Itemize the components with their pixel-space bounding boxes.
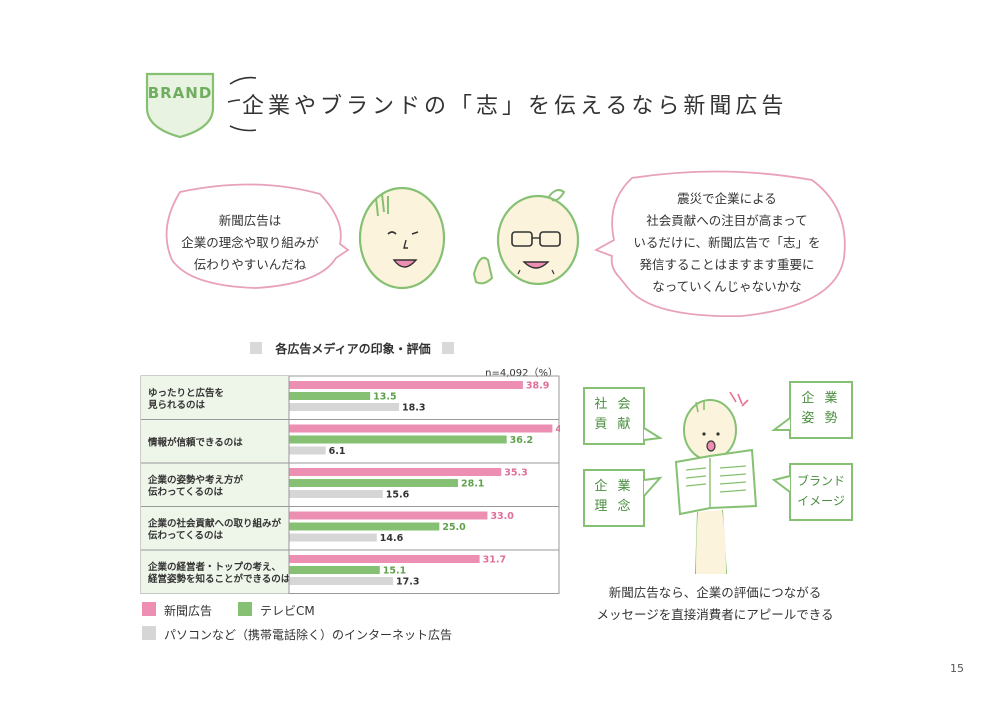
- bar-value-label: 35.3: [504, 468, 527, 479]
- shield-icon: [145, 72, 215, 139]
- keyword-line: 姿 勢: [801, 411, 841, 426]
- bar-value-label: 15.6: [386, 490, 410, 501]
- bar-value-label: 14.6: [380, 533, 404, 544]
- category-label: 企業の姿勢や考え方が: [147, 474, 244, 486]
- category-label: 見られるのは: [147, 400, 206, 411]
- bar-tv: [289, 435, 507, 444]
- bar-internet: [289, 446, 326, 455]
- brand-badge: BRAND: [143, 70, 217, 144]
- bar-value-label: 13.5: [373, 392, 396, 403]
- keyword-line: 貢 献: [594, 417, 634, 432]
- bar-newspaper: [289, 381, 523, 389]
- bubble-line: 社会貢献への注目が高まって: [646, 213, 808, 228]
- keyword-box-brand-icon: [771, 463, 853, 521]
- legend-label-newspaper: 新聞広告: [164, 604, 213, 618]
- bar-value-label: 17.3: [396, 577, 419, 588]
- legend-label-tv: テレビCM: [260, 604, 315, 618]
- keyword-line: イメージ: [797, 494, 845, 508]
- bar-newspaper: [289, 424, 553, 433]
- category-label: 企業の社会貢献への取り組みが: [147, 517, 282, 529]
- keyword-philosophy: 企 業 理 念: [584, 477, 644, 517]
- bubble-line: 伝わりやすいんだね: [193, 257, 307, 272]
- legend-label-internet: パソコンなど（携帯電話除く）のインターネット広告: [164, 628, 453, 642]
- caption-line: 新聞広告なら、企業の評価につながる: [608, 585, 822, 600]
- bubble-line: 新聞広告は: [218, 213, 282, 228]
- bar-value-label: 43.8: [555, 424, 560, 435]
- bar-tv: [289, 566, 380, 574]
- category-cell: [141, 550, 289, 594]
- bubble-line: なっていくんじゃないかな: [652, 279, 802, 294]
- bar-value-label: 25.0: [442, 522, 466, 533]
- keyword-social: 社 会 貢 献: [584, 395, 644, 435]
- keyword-box-stance-icon: [771, 381, 853, 439]
- keyword-line: ブランド: [796, 474, 845, 488]
- bubble-right-text: 震災で企業による 社会貢献への注目が高まって いるだけに、新聞広告で「志」を 発…: [612, 188, 842, 298]
- bubble-left-text: 新聞広告は 企業の理念や取り組みが 伝わりやすいんだね: [165, 210, 335, 276]
- category-cell: [141, 506, 289, 550]
- bar-value-label: 33.0: [490, 511, 514, 522]
- category-label: 伝わってくるのは: [148, 486, 224, 498]
- page-title: 企業やブランドの「志」を伝えるなら新聞広告: [242, 94, 788, 119]
- bar-newspaper: [289, 511, 488, 520]
- category-label: 企業の経営者・トップの考え、: [147, 561, 281, 573]
- character-right-face-icon: [472, 189, 580, 286]
- bar-value-label: 6.1: [329, 446, 346, 457]
- bubble-line: 震災で企業による: [677, 191, 777, 206]
- bar-newspaper: [289, 468, 502, 476]
- bar-value-label: 31.7: [483, 555, 506, 566]
- page-number: 15: [950, 662, 964, 675]
- newspaper-reader-illustration: [583, 381, 853, 575]
- bar-newspaper: [289, 555, 480, 563]
- bubble-line: 企業の理念や取り組みが: [181, 235, 319, 250]
- keyword-line: 企 業: [594, 479, 634, 494]
- bar-value-label: 15.1: [383, 566, 406, 577]
- title-square-icon: [250, 342, 262, 354]
- bar-value-label: 28.1: [461, 479, 484, 490]
- bar-tv: [289, 479, 458, 487]
- chart-title: 各広告メディアの印象・評価: [275, 342, 431, 356]
- keyword-box-philosophy-icon: [583, 469, 663, 527]
- keyword-box-social-icon: [583, 387, 663, 445]
- category-label: ゆったりと広告を: [148, 387, 224, 399]
- title-square-icon: [442, 342, 454, 354]
- category-label: 経営姿勢を知ることができるのは: [148, 573, 291, 585]
- reader-figure-icon: [674, 391, 758, 575]
- bar-internet: [289, 577, 394, 585]
- caption-line: メッセージを直接消費者にアピールできる: [596, 607, 834, 622]
- pointing-hand-icon: [472, 256, 494, 285]
- category-label: 情報が信頼できるのは: [147, 436, 243, 448]
- category-label: 伝わってくるのは: [148, 529, 224, 541]
- keyword-line: 企 業: [801, 391, 841, 406]
- legend-swatch-tv: [238, 602, 252, 616]
- keyword-brand: ブランド イメージ: [790, 471, 852, 511]
- legend-swatch-internet: [142, 626, 156, 640]
- bar-value-label: 36.2: [510, 435, 533, 446]
- chart-note: n=4,092（%）: [485, 368, 558, 379]
- keyword-line: 社 会: [594, 397, 634, 412]
- bar-internet: [289, 490, 383, 498]
- speech-bubble-right: [593, 170, 846, 318]
- category-cell: [141, 419, 289, 463]
- category-cell: [141, 463, 289, 507]
- accent-strokes-icon: [227, 76, 257, 132]
- category-cell: [141, 376, 289, 420]
- keyword-line: 理 念: [594, 499, 634, 514]
- badge-label: BRAND: [147, 84, 213, 102]
- bar-tv: [289, 522, 440, 531]
- bar-internet: [289, 403, 400, 411]
- character-left-face-icon: [358, 186, 446, 290]
- bubble-line: いるだけに、新聞広告で「志」を: [633, 235, 821, 250]
- bubble-line: 発信することはますます重要に: [639, 257, 815, 272]
- legend-swatch-newspaper: [142, 602, 156, 616]
- bar-value-label: 38.9: [526, 381, 549, 392]
- bar-internet: [289, 533, 377, 542]
- illustration-caption: 新聞広告なら、企業の評価につながる メッセージを直接消費者にアピールできる: [590, 582, 840, 626]
- keyword-stance: 企 業 姿 勢: [790, 389, 852, 429]
- bar-tv: [289, 392, 371, 400]
- bar-value-label: 18.3: [402, 403, 425, 414]
- speech-bubble-left: [165, 183, 350, 289]
- characters-illustration: [358, 186, 580, 290]
